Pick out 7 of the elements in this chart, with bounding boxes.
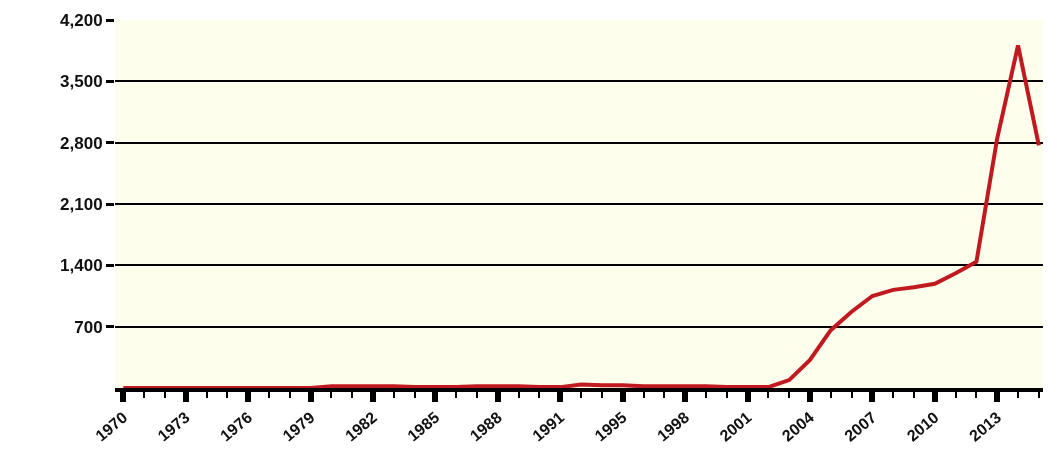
- y-tick-label: 700: [74, 317, 103, 337]
- y-tick-label: 4,200: [60, 10, 103, 30]
- y-tick-label: 1,400: [60, 256, 103, 276]
- y-tick-label: 2,100: [60, 194, 103, 214]
- y-tick-label: 3,500: [60, 72, 103, 92]
- y-tick-label: 2,800: [60, 133, 103, 153]
- line-series: [121, 43, 1041, 388]
